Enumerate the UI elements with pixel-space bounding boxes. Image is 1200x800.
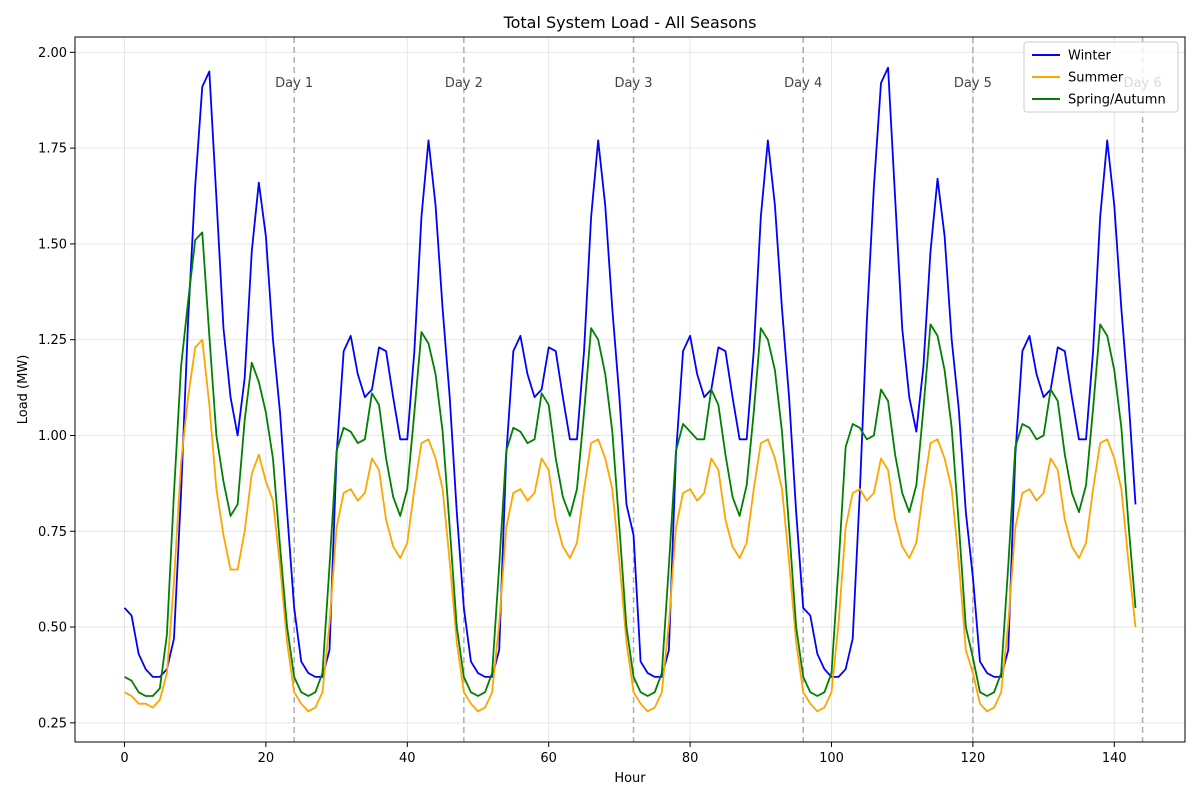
day-marker-label: Day 4 bbox=[784, 76, 822, 91]
legend: Winter Summer Spring/Autumn bbox=[1023, 41, 1179, 113]
x-tick-label: 120 bbox=[960, 751, 985, 766]
chart-title: Total System Load - All Seasons bbox=[503, 13, 757, 32]
series-line-spring-autumn bbox=[124, 231, 1137, 697]
y-tick-label: 1.50 bbox=[38, 237, 67, 252]
grid bbox=[75, 37, 1185, 742]
x-tick-label: 60 bbox=[540, 751, 557, 766]
legend-label: Winter bbox=[1068, 49, 1112, 64]
y-tick-label: 1.00 bbox=[38, 429, 67, 444]
legend-box bbox=[1023, 41, 1179, 113]
series-lines bbox=[123, 66, 1137, 713]
day-marker-label: Day 2 bbox=[445, 76, 483, 91]
y-tick-label: 1.75 bbox=[38, 142, 67, 157]
y-tick-label: 0.75 bbox=[38, 525, 67, 540]
legend-label: Spring/Autumn bbox=[1068, 93, 1166, 108]
y-tick-label: 2.00 bbox=[38, 46, 67, 61]
x-axis-label: Hour bbox=[614, 771, 646, 786]
series-line-summer bbox=[124, 338, 1137, 713]
x-tick-label: 100 bbox=[819, 751, 844, 766]
x-axis-ticks: 0 20 40 60 80 100 120 140 bbox=[120, 742, 1127, 766]
x-tick-label: 40 bbox=[399, 751, 416, 766]
series-line-winter bbox=[123, 66, 1137, 678]
plot-frame bbox=[74, 36, 1186, 743]
legend-label: Summer bbox=[1068, 71, 1124, 86]
y-tick-label: 0.50 bbox=[38, 621, 67, 636]
y-tick-label: 1.25 bbox=[38, 333, 67, 348]
x-tick-label: 140 bbox=[1102, 751, 1127, 766]
x-tick-label: 0 bbox=[120, 751, 128, 766]
day-marker-label: Day 5 bbox=[954, 76, 992, 91]
day-marker-label: Day 3 bbox=[614, 76, 652, 91]
y-tick-label: 0.25 bbox=[38, 716, 67, 731]
y-axis-label: Load (MW) bbox=[16, 355, 31, 425]
x-tick-label: 80 bbox=[682, 751, 699, 766]
day-marker-label: Day 1 bbox=[275, 76, 313, 91]
y-axis-ticks: 0.25 0.50 0.75 1.00 1.25 1.50 1.75 2.00 bbox=[38, 46, 75, 731]
x-tick-label: 20 bbox=[258, 751, 275, 766]
